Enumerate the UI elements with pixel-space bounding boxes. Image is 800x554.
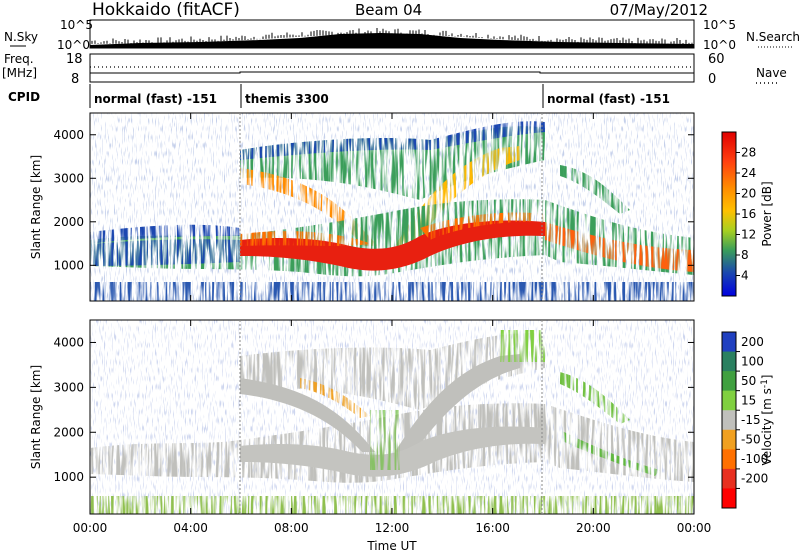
nave-tick-top: 60 (708, 52, 725, 67)
freq-label-line2: [MHz] (2, 66, 37, 80)
velocity-late-green-2 (560, 430, 660, 476)
cpid-segment-label: normal (fast) -151 (547, 92, 670, 106)
x-tick-label: 08:00 (274, 521, 309, 535)
velocity-cb-block (722, 468, 736, 489)
velocity-cb-label: 200 (741, 335, 764, 349)
nsky-tick-bottom-left: 10^0 (57, 38, 90, 52)
x-tick-label: 00:00 (73, 521, 108, 535)
station-title: Hokkaido (fitACF) (92, 0, 240, 20)
power-ytick-label: 2000 (53, 215, 84, 229)
velocity-panel: 1000 2000 3000 4000 (53, 319, 695, 515)
nsky-panel (89, 19, 695, 49)
cpid-label: CPID (8, 90, 40, 104)
cpid-segment-label: themis 3300 (245, 92, 329, 106)
freq-panel (89, 53, 695, 83)
velocity-cb-label: 100 (741, 354, 764, 368)
velocity-cb-block (722, 488, 736, 509)
velocity-ytick-label: 2000 (53, 425, 84, 439)
velocity-v-arm-left (240, 378, 375, 452)
power-main-blue-edge (90, 224, 240, 244)
nsky-trace (90, 33, 694, 48)
velocity-mid-green (370, 410, 400, 470)
velocity-late-green (560, 372, 630, 424)
velocity-cb-label: 15 (741, 393, 756, 407)
velocity-cb-block (722, 390, 736, 411)
velocity-ytick-label: 1000 (53, 470, 84, 484)
beam-title: Beam 04 (355, 1, 422, 19)
velocity-cb-label: -200 (741, 472, 768, 486)
velocity-cb-label: -15 (741, 413, 761, 427)
power-colorbar: 28 24 20 16 12 8 4 (721, 131, 756, 297)
power-cb-label: 4 (741, 269, 749, 283)
power-late-patch (560, 165, 630, 214)
x-tick-label: 20:00 (576, 521, 611, 535)
power-cb-label: 28 (741, 146, 756, 160)
power-ytick-label: 4000 (53, 128, 84, 142)
power-cb-label: 24 (741, 166, 756, 180)
velocity-cb-block (722, 332, 736, 353)
velocity-main-core (240, 426, 545, 477)
x-tick-label: 04:00 (173, 521, 208, 535)
velocity-ylabel: Slant Range [km] (29, 365, 43, 469)
freq-tick-top: 18 (66, 52, 83, 67)
velocity-upper-band (240, 333, 545, 410)
power-cb-label: 12 (741, 228, 756, 242)
nsearch-label: N.Search (746, 30, 800, 44)
nave-tick-bottom: 0 (708, 72, 716, 87)
velocity-colorbar: 200 100 50 15 -15 -50 -100 -200 (721, 331, 768, 509)
nave-label: Nave (756, 66, 787, 80)
x-tick-label: 12:00 (375, 521, 410, 535)
nsky-tick-bottom-right: 10^0 (703, 38, 736, 52)
power-panel: 1000 2000 3000 4000 (53, 112, 695, 302)
velocity-cb-label: 50 (741, 374, 756, 388)
velocity-cb-block (722, 429, 736, 450)
velocity-bottom-fringe (90, 496, 694, 514)
power-early-band (90, 239, 240, 266)
nsky-spikes (91, 28, 693, 44)
power-cb-label: 16 (741, 207, 756, 221)
freq-label-line1: Freq. (4, 52, 34, 66)
x-tick-label: 00:00 (677, 521, 712, 535)
x-tick-label: 16:00 (475, 521, 510, 535)
power-cb-label: 20 (741, 187, 756, 201)
velocity-cb-block (722, 449, 736, 470)
power-upper-band-blue (240, 121, 545, 160)
power-bottom-fringe (90, 282, 694, 301)
cpid-bar: normal (fast) -151 themis 3300 normal (fas… (89, 84, 670, 108)
velocity-cb-label: -50 (741, 433, 761, 447)
power-cb-label: 8 (741, 248, 749, 262)
velocity-cb-block (722, 410, 736, 431)
freq-tick-bottom: 8 (71, 72, 79, 87)
power-ytick-label: 3000 (53, 171, 84, 185)
nsky-tick-top-right: 10^5 (703, 18, 736, 32)
velocity-ytick-label: 4000 (53, 335, 84, 349)
date-title: 07/May/2012 (610, 1, 708, 19)
power-late-band (545, 222, 694, 272)
cpid-segment-label: normal (fast) -151 (94, 92, 217, 106)
velocity-green-strip (500, 330, 545, 362)
velocity-cb-label: -100 (741, 452, 768, 466)
velocity-colorbar-label: Velocity [m s-1] (760, 375, 774, 466)
power-ylabel: Slant Range [km] (29, 155, 43, 259)
freq-trace (90, 71, 694, 74)
power-ytick-label: 1000 (53, 258, 84, 272)
nsky-label: N.Sky (4, 30, 38, 44)
velocity-orange-patch (300, 378, 370, 418)
power-main-core-orange (240, 212, 545, 246)
velocity-ytick-label: 3000 (53, 380, 84, 394)
velocity-cb-block (722, 371, 736, 392)
velocity-cb-block (722, 351, 736, 372)
power-main-core (240, 220, 545, 271)
power-colorbar-label: Power [dB] (760, 181, 774, 246)
x-axis-title: Time UT (366, 539, 417, 553)
nsky-tick-top-left: 10^5 (60, 18, 93, 32)
